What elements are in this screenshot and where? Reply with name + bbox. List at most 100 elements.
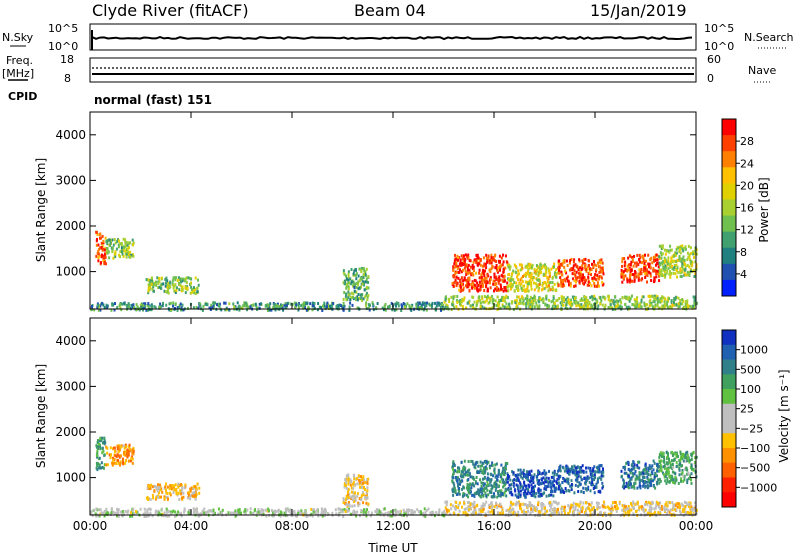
echo-cell [465,507,468,511]
echo-cell [489,281,491,285]
echo-cell [366,295,369,299]
echo-cell [454,489,457,493]
echo-cell [570,267,573,271]
echo-cell [478,283,481,286]
echo-cell [550,267,553,271]
echo-cell [468,473,471,477]
echo-cell [358,286,361,290]
echo-cell [500,299,503,302]
echo-cell [452,470,455,474]
echo-cell [565,276,568,280]
echo-cell [688,511,691,515]
echo-cell [458,492,461,496]
echo-cell [690,467,693,471]
echo-cell [189,291,192,295]
echo-cell [507,488,510,492]
echo-cell [531,476,534,480]
colorbar-segment [722,279,736,297]
echo-cell [400,309,403,312]
echo-cell [459,482,461,486]
echo-cell [659,479,662,483]
echo-cell [559,474,562,478]
echo-cell [655,275,658,279]
echo-cell [592,264,595,268]
echo-cell [581,464,584,468]
echo-cell [560,507,563,511]
echo-cell [478,298,481,302]
echo-cell [258,306,261,310]
echo-cell [286,301,289,305]
echo-cell [158,285,161,289]
echo-cell [684,303,687,307]
echo-cell [566,477,569,481]
echo-cell [548,269,550,272]
echo-cell [511,479,514,483]
echo-cell [316,308,319,312]
echo-cell [662,304,665,308]
echo-cell [428,302,431,306]
echo-cell [569,259,572,263]
echo-cell [590,295,593,299]
echo-cell [561,489,564,493]
echo-cell [363,295,366,299]
echo-cell [669,244,672,248]
echo-cell [501,274,504,278]
echo-cell [563,265,566,269]
echo-cell [313,302,316,305]
echo-cell [565,489,568,493]
echo-cell [671,475,673,479]
echo-cell [640,305,643,309]
echo-cell [189,277,192,280]
echo-cell [453,464,456,467]
echo-cell [572,511,575,515]
echo-cell [515,281,518,285]
echo-cell [483,264,486,268]
echo-cell [448,300,451,303]
echo-cell [601,481,604,485]
echo-cell [265,304,268,308]
echo-cell [600,258,603,262]
echo-cell [572,277,575,281]
echo-cell [361,282,364,286]
echo-cell [623,257,626,260]
echo-cell [488,268,491,272]
echo-cell [266,509,269,513]
echo-cell [599,490,602,494]
echo-cell [554,500,557,504]
echo-cell [524,495,527,499]
echo-cell [582,276,585,280]
echo-cell [591,470,594,474]
echo-cell [532,485,534,489]
echo-cell [636,253,639,257]
echo-cell [591,477,593,481]
echo-cell [465,306,468,310]
echo-cell [660,469,663,473]
echo-cell [556,473,558,477]
echo-cell [123,301,126,305]
echo-cell [591,305,594,309]
echo-cell [186,306,189,310]
echo-cell [690,454,693,458]
echo-cell [474,462,477,466]
echo-cell [509,287,512,291]
echo-cell [165,488,167,492]
echo-cell [352,481,355,485]
echo-cell [494,266,497,270]
echo-region [620,253,661,284]
echo-cell [496,269,499,272]
echo-cell [656,295,659,299]
echo-cell [181,486,184,490]
echo-cell [489,286,492,290]
echo-cell [523,483,526,487]
echo-region [342,473,370,508]
echo-cell [540,271,543,274]
echo-cell [612,301,615,305]
echo-cell [647,480,649,484]
echo-cell [648,265,650,269]
echo-cell [542,503,544,506]
echo-cell [681,508,684,512]
echo-cell [281,303,284,307]
echo-cell [475,490,478,494]
echo-cell [563,260,566,264]
echo-cell [687,458,690,462]
